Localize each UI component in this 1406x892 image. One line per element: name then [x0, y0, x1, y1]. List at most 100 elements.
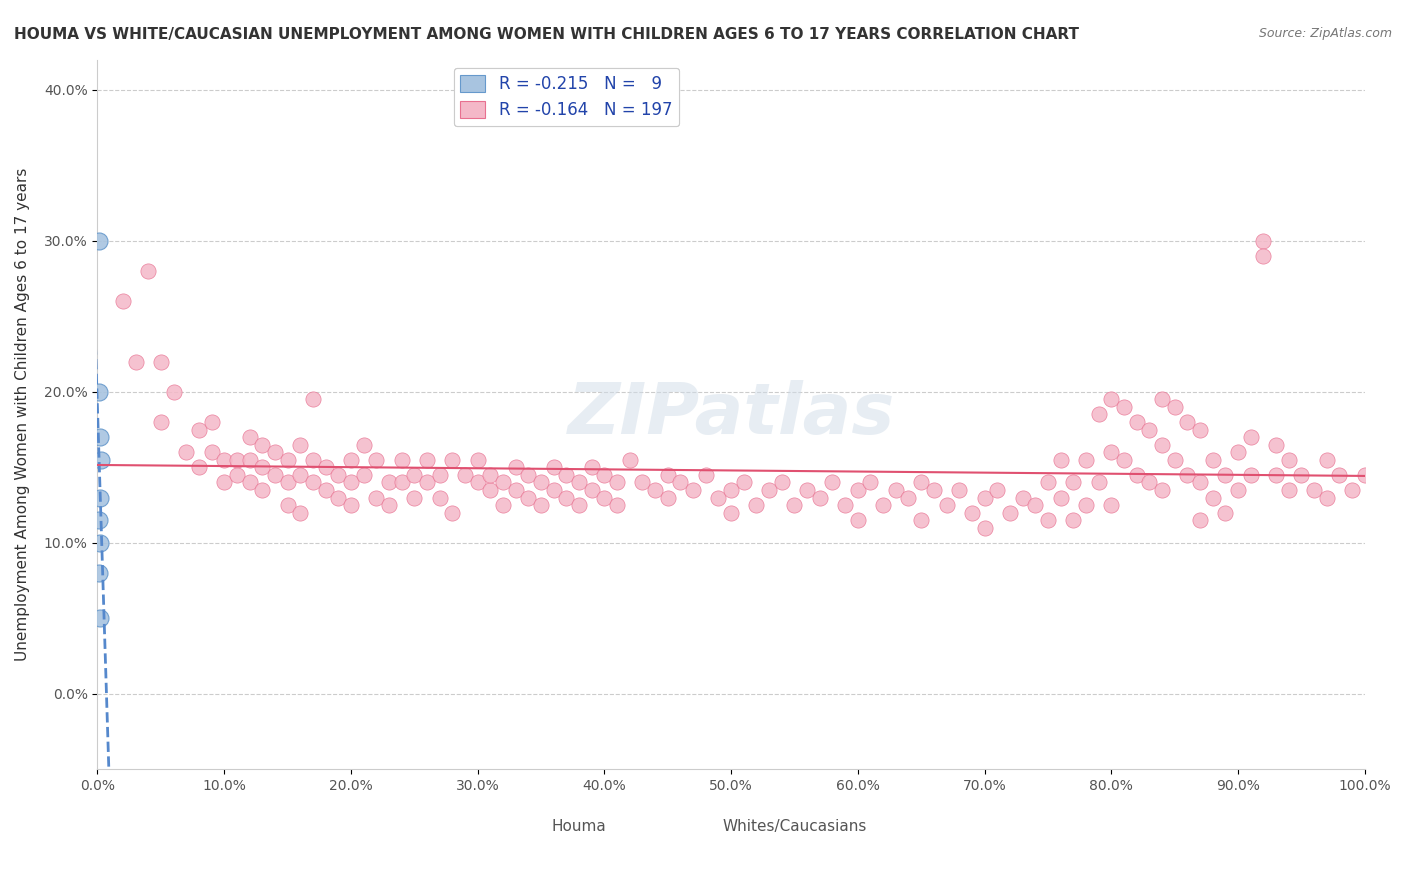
- Point: [720, 483, 742, 497]
- Point: [238, 430, 260, 444]
- Point: [277, 475, 299, 490]
- Point: [200, 445, 222, 459]
- Point: [252, 437, 274, 451]
- Point: [124, 354, 146, 368]
- Point: [505, 460, 527, 475]
- Point: [1150, 483, 1173, 497]
- Point: [136, 264, 159, 278]
- Point: [733, 475, 755, 490]
- Point: [555, 491, 578, 505]
- Point: [834, 498, 856, 512]
- Point: [973, 491, 995, 505]
- Point: [87, 234, 110, 248]
- Point: [606, 498, 628, 512]
- Point: [1099, 392, 1122, 407]
- Point: [707, 491, 730, 505]
- Point: [758, 483, 780, 497]
- Point: [238, 475, 260, 490]
- Point: [1213, 467, 1236, 482]
- Point: [910, 513, 932, 527]
- Point: [87, 384, 110, 399]
- Point: [986, 483, 1008, 497]
- Point: [328, 491, 350, 505]
- Point: [149, 354, 172, 368]
- Point: [89, 491, 111, 505]
- Point: [796, 483, 818, 497]
- Point: [277, 498, 299, 512]
- Point: [1024, 498, 1046, 512]
- Point: [530, 475, 553, 490]
- Point: [657, 467, 679, 482]
- Point: [1188, 475, 1211, 490]
- Point: [1188, 513, 1211, 527]
- Point: [174, 445, 197, 459]
- Point: [695, 467, 717, 482]
- Point: [1240, 430, 1263, 444]
- Point: [1137, 423, 1160, 437]
- Point: [669, 475, 692, 490]
- Point: [416, 475, 439, 490]
- Point: [264, 445, 287, 459]
- Point: [162, 384, 184, 399]
- Point: [619, 452, 641, 467]
- Point: [340, 498, 363, 512]
- Point: [1137, 475, 1160, 490]
- Point: [1316, 452, 1339, 467]
- Point: [87, 513, 110, 527]
- Point: [1099, 498, 1122, 512]
- Text: HOUMA VS WHITE/CAUCASIAN UNEMPLOYMENT AMONG WOMEN WITH CHILDREN AGES 6 TO 17 YEA: HOUMA VS WHITE/CAUCASIAN UNEMPLOYMENT AM…: [14, 27, 1078, 42]
- Point: [404, 491, 426, 505]
- Point: [302, 452, 325, 467]
- Point: [505, 483, 527, 497]
- Point: [631, 475, 654, 490]
- Point: [568, 475, 591, 490]
- Point: [467, 475, 489, 490]
- Point: [391, 452, 413, 467]
- Point: [90, 452, 112, 467]
- Point: [1036, 475, 1059, 490]
- Point: [366, 452, 388, 467]
- Point: [89, 536, 111, 550]
- Point: [252, 460, 274, 475]
- Point: [1112, 452, 1135, 467]
- Point: [1291, 467, 1313, 482]
- Point: [1278, 483, 1301, 497]
- Point: [492, 475, 515, 490]
- Point: [846, 513, 869, 527]
- Text: Source: ZipAtlas.com: Source: ZipAtlas.com: [1258, 27, 1392, 40]
- Point: [543, 460, 565, 475]
- Text: ZIPatlas: ZIPatlas: [568, 380, 894, 449]
- Point: [1150, 437, 1173, 451]
- Point: [200, 415, 222, 429]
- Point: [187, 460, 209, 475]
- Point: [517, 467, 540, 482]
- Point: [657, 491, 679, 505]
- Point: [89, 611, 111, 625]
- Point: [960, 506, 983, 520]
- Point: [644, 483, 666, 497]
- Point: [1213, 506, 1236, 520]
- Point: [366, 491, 388, 505]
- Point: [1278, 452, 1301, 467]
- Point: [441, 452, 464, 467]
- Point: [1316, 491, 1339, 505]
- Point: [1087, 408, 1109, 422]
- Point: [290, 506, 312, 520]
- Point: [1150, 392, 1173, 407]
- Point: [212, 475, 235, 490]
- Point: [429, 491, 451, 505]
- Point: [1163, 400, 1185, 414]
- Point: [378, 498, 401, 512]
- Text: Houma: Houma: [551, 819, 606, 834]
- Point: [187, 423, 209, 437]
- Point: [1074, 498, 1097, 512]
- Point: [89, 430, 111, 444]
- Point: [277, 452, 299, 467]
- Point: [429, 467, 451, 482]
- Point: [225, 467, 247, 482]
- Point: [238, 452, 260, 467]
- Point: [1201, 491, 1223, 505]
- Point: [404, 467, 426, 482]
- Point: [1253, 234, 1275, 248]
- Point: [745, 498, 768, 512]
